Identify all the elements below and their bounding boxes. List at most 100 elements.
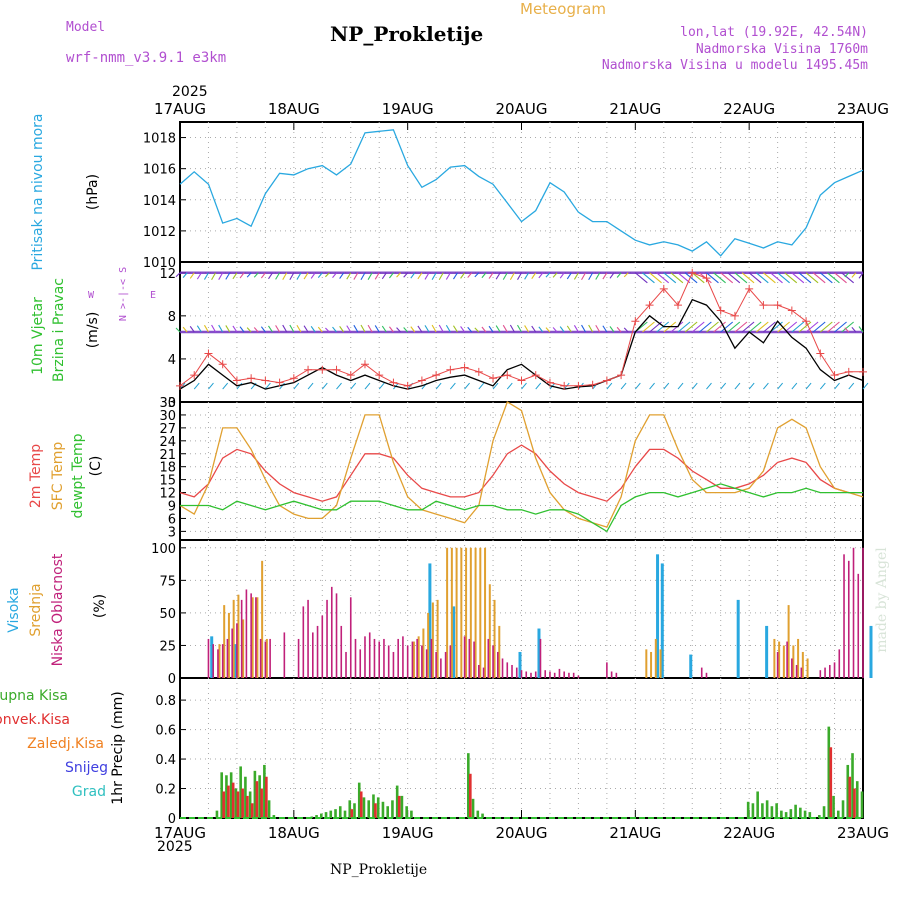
wind-barb bbox=[478, 382, 485, 390]
wind-barb bbox=[488, 325, 494, 333]
temp-dewpt-axis-label: dewpt Temp bbox=[70, 433, 86, 518]
wind-barb bbox=[755, 321, 769, 333]
cloud-bar bbox=[255, 597, 257, 678]
wind-barb bbox=[805, 272, 819, 284]
wind-barb bbox=[495, 325, 501, 333]
precip-bar bbox=[803, 810, 807, 818]
wind-barb bbox=[691, 321, 705, 333]
temp-unit-label: (C) bbox=[88, 456, 104, 477]
cloud-bar bbox=[776, 651, 779, 678]
precip-bar bbox=[808, 812, 812, 818]
wind-axis-label-2: Brzina i Pravac bbox=[51, 278, 67, 382]
precip-conv-bars bbox=[222, 747, 856, 818]
wind-barb bbox=[684, 321, 698, 333]
wind-barb bbox=[649, 272, 662, 284]
date-label-bottom: 18AUG bbox=[268, 824, 320, 842]
wind-gust-marker bbox=[787, 306, 796, 315]
wind-barb bbox=[713, 272, 726, 284]
wind-axis-label-1: 10m Vjetar bbox=[30, 297, 46, 375]
wind-barb bbox=[346, 325, 352, 333]
cloud-bar bbox=[430, 638, 433, 678]
precip-bar bbox=[756, 791, 759, 818]
cloud-bar bbox=[645, 649, 648, 678]
precip-bar bbox=[860, 791, 864, 818]
wind-barb bbox=[677, 382, 684, 390]
cloud-bar bbox=[250, 593, 252, 678]
wind-barb bbox=[336, 382, 342, 390]
low-cloud-bars bbox=[207, 547, 864, 678]
cloud-bar bbox=[440, 658, 442, 678]
wind-barb bbox=[559, 326, 565, 333]
wind-barb bbox=[595, 272, 601, 280]
y-tick-label: 6 bbox=[168, 512, 176, 527]
wind-barb bbox=[374, 272, 380, 280]
cloud-bar bbox=[563, 671, 565, 678]
cloud-bar bbox=[518, 651, 522, 678]
wind-unit-label: (m/s) bbox=[85, 312, 101, 349]
wind-direction-east: E bbox=[150, 290, 156, 301]
wind-barb bbox=[325, 272, 330, 278]
wind-barb bbox=[389, 326, 394, 333]
wind-barb bbox=[858, 272, 864, 279]
pressure-unit-label: (hPa) bbox=[85, 174, 101, 210]
cloud-bar bbox=[261, 560, 264, 678]
wind-gust-marker bbox=[332, 365, 341, 374]
wind-barb bbox=[531, 272, 537, 280]
wind-barb bbox=[296, 272, 302, 280]
cloud-bar bbox=[435, 651, 437, 678]
wind-barb bbox=[851, 326, 857, 333]
wind-barb bbox=[642, 321, 655, 333]
cloud-bar bbox=[487, 638, 490, 678]
precip-bar bbox=[829, 747, 833, 818]
wind-barb bbox=[239, 326, 245, 333]
date-label-top: 21AUG bbox=[609, 100, 661, 118]
pressure-axis-label: Pritisak na nivou mora bbox=[30, 113, 46, 270]
temp-2m-axis-label: 2m Temp bbox=[28, 444, 44, 508]
cloud-bar bbox=[819, 670, 822, 678]
precip-bar bbox=[263, 764, 266, 818]
wind-barb bbox=[410, 326, 416, 333]
precip-bar bbox=[846, 764, 850, 818]
cloud-bar bbox=[259, 638, 262, 678]
cloud-bar bbox=[773, 638, 776, 678]
wind-barb bbox=[588, 272, 594, 281]
wind-gust-marker bbox=[574, 381, 583, 390]
cloud-bar bbox=[650, 651, 653, 678]
wind-gust-marker bbox=[218, 360, 227, 369]
cloud-bar bbox=[465, 547, 468, 678]
cloud-bar bbox=[530, 672, 532, 678]
y-tick-label: 27 bbox=[159, 422, 176, 437]
temp-2m-line bbox=[179, 444, 863, 502]
y-tick-label: 1012 bbox=[143, 225, 176, 240]
cloud-bar bbox=[233, 644, 237, 678]
wind-barb bbox=[203, 272, 209, 280]
cloud-bar bbox=[411, 641, 414, 678]
wind-barb bbox=[581, 272, 587, 280]
precip-bar bbox=[789, 809, 793, 818]
wind-gust-marker bbox=[289, 374, 298, 383]
cloud-bar bbox=[425, 649, 428, 678]
cloud-bar bbox=[297, 638, 300, 678]
wind-barb bbox=[435, 382, 442, 390]
precip-bar bbox=[260, 788, 263, 818]
wind-gust-marker bbox=[645, 301, 654, 310]
wind-barb bbox=[734, 272, 748, 284]
cloud-bar bbox=[223, 605, 226, 678]
precip-bar bbox=[818, 815, 821, 818]
precip-bar bbox=[222, 791, 225, 818]
wind-barb bbox=[282, 272, 288, 280]
wind-barb bbox=[763, 272, 776, 284]
precip-bar bbox=[227, 785, 230, 818]
wind-barb bbox=[634, 272, 648, 284]
wind-barb bbox=[492, 382, 499, 390]
cloud-bar bbox=[392, 651, 395, 678]
wind-barb bbox=[606, 382, 613, 390]
wind-barb bbox=[581, 324, 587, 333]
cloud-bar bbox=[534, 671, 537, 678]
date-label-top: 19AUG bbox=[382, 100, 434, 118]
wind-gust-marker bbox=[617, 371, 626, 380]
wind-gust-marker bbox=[602, 376, 611, 385]
temp-sfc-axis-label: SFC Temp bbox=[50, 442, 66, 511]
wind-barb bbox=[495, 272, 501, 280]
